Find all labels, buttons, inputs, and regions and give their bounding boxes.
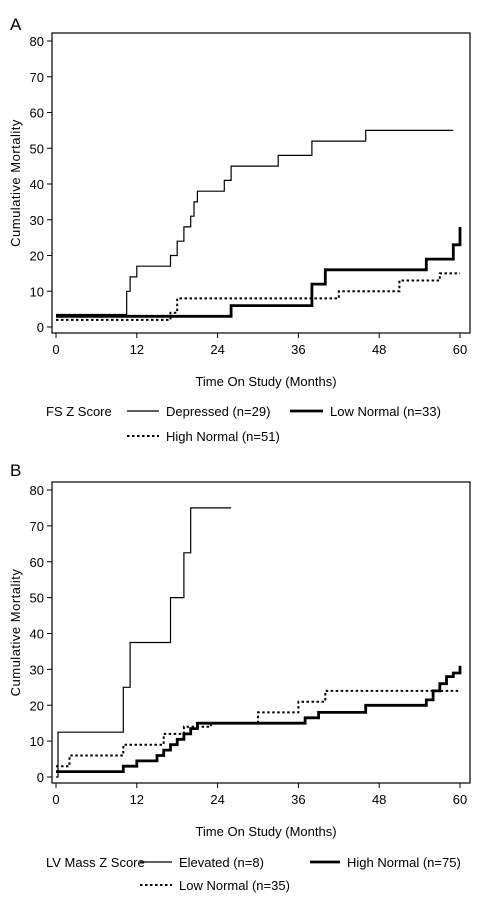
chart-a-xtick-label: 60: [453, 342, 467, 357]
chart-a-svg: A 0 10 20 30 40 50 60 70 80 0 12 24 36 48 60 Time On Stu…: [8, 15, 471, 444]
chart-a-panel-label: A: [10, 15, 22, 34]
chart-b-xtick-label: 48: [372, 792, 386, 807]
chart-a-xtick-label: 0: [52, 342, 59, 357]
chart-b-legend-label-3: Low Normal (n=35): [179, 878, 290, 893]
chart-b-legend-title: LV Mass Z Score: [46, 855, 145, 870]
chart-b-ytick-label: 50: [30, 591, 44, 606]
chart-a-series-line-3: [56, 272, 460, 321]
chart-b-xtick-label: 36: [291, 792, 305, 807]
chart-b-panel-label: B: [10, 461, 21, 480]
chart-a-xtick-label: 12: [130, 342, 144, 357]
chart-a-legend-title: FS Z Score: [46, 404, 112, 419]
chart-b-plot-frame: [51, 481, 471, 784]
chart-b-x-axis-label: Time On Study (Months): [195, 824, 336, 839]
chart-b-ytick-label: 10: [30, 734, 44, 749]
chart-a-ytick-label: 50: [30, 141, 44, 156]
chart-b-y-axis-label: Cumulative Mortality: [8, 569, 23, 697]
chart-a-ytick-label: 80: [30, 34, 44, 49]
chart-a-ytick-label: 70: [30, 70, 44, 85]
chart-b-ytick-label: 70: [30, 519, 44, 534]
panel-a: A 0 10 20 30 40 50 60 70 80 0 12 24 36 48 60 Time On Stu…: [0, 0, 486, 452]
chart-b-series-line-2: [56, 665, 462, 773]
chart-b-ytick-label: 20: [30, 698, 44, 713]
panel-b: B 0 10 20 30 40 50 60 70 80 0 12 24 36 48 60 Time On Stu…: [0, 452, 486, 905]
chart-a-y-axis-label: Cumulative Mortality: [8, 119, 23, 247]
chart-b-series-line-3: [56, 689, 460, 768]
chart-b-svg: B 0 10 20 30 40 50 60 70 80 0 12 24 36 48 60 Time On Stu…: [8, 461, 471, 893]
chart-a-legend-label-3: High Normal (n=51): [166, 429, 280, 444]
chart-a-x-axis-label: Time On Study (Months): [195, 374, 336, 389]
chart-a-xtick-label: 48: [372, 342, 386, 357]
chart-b-legend-label-1: Elevated (n=8): [179, 855, 264, 870]
chart-b-xtick-label: 24: [210, 792, 224, 807]
chart-a-ytick-label: 60: [30, 106, 44, 121]
chart-b-legend-label-2: High Normal (n=75): [347, 855, 461, 870]
chart-b-xtick-label: 60: [453, 792, 467, 807]
chart-b-ytick-label: 0: [37, 770, 44, 785]
chart-a-plot-frame: [51, 32, 471, 334]
chart-b-ytick-label: 60: [30, 555, 44, 570]
chart-a-series-line-1: [56, 129, 454, 316]
chart-a-xtick-label: 24: [210, 342, 224, 357]
chart-b-series-line-1: [56, 507, 232, 778]
chart-a-series-line-2: [56, 226, 462, 318]
chart-b-ytick-label: 40: [30, 627, 44, 642]
chart-b-xtick-label: 0: [52, 792, 59, 807]
chart-a-ytick-label: 0: [37, 320, 44, 335]
chart-b-ytick-label: 30: [30, 662, 44, 677]
chart-a-ytick-label: 40: [30, 177, 44, 192]
chart-a-ytick-label: 20: [30, 249, 44, 264]
chart-a-ytick-label: 30: [30, 213, 44, 228]
chart-a-legend-label-2: Low Normal (n=33): [330, 404, 441, 419]
chart-a-ytick-label: 10: [30, 284, 44, 299]
chart-b-xtick-label: 12: [130, 792, 144, 807]
chart-a-xtick-label: 36: [291, 342, 305, 357]
chart-a-legend-label-1: Depressed (n=29): [166, 404, 270, 419]
chart-b-ytick-label: 80: [30, 483, 44, 498]
